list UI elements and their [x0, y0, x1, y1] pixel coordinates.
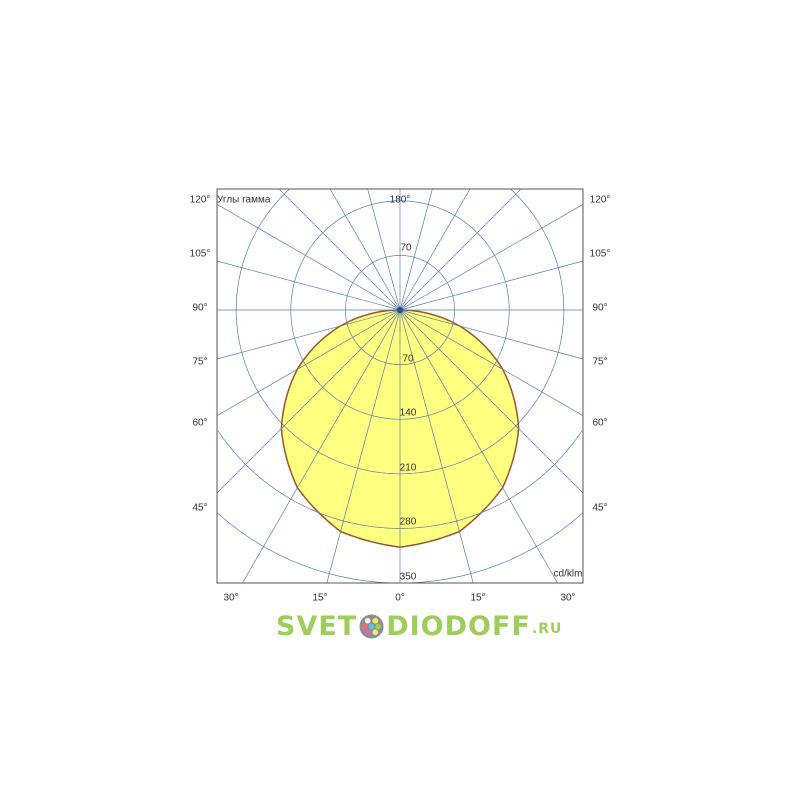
grid-spoke: [216, 309, 401, 494]
logo-dots-icon: [359, 613, 384, 639]
grid-spoke: [399, 309, 558, 584]
unit-label: cd/klm: [553, 568, 583, 580]
grid-spoke: [278, 188, 401, 311]
angle-label-left: 105°: [189, 248, 211, 260]
grid-spoke: [399, 188, 433, 311]
grid-ring: [217, 512, 583, 584]
watermark-suffix: .RU: [531, 621, 563, 637]
grid-spoke: [216, 260, 401, 311]
grid-spoke: [216, 309, 401, 360]
angle-label-right: 45°: [592, 502, 608, 514]
grid-spoke: [399, 260, 584, 311]
radial-tick-label: 140: [399, 407, 417, 419]
radial-tick-label: 70: [400, 242, 412, 254]
angle-label-bottom: 30°: [560, 592, 576, 604]
angle-label-left: 45°: [192, 502, 208, 514]
angle-label-left: 120°: [189, 194, 211, 206]
grid-spoke: [216, 203, 401, 311]
angle-label-right: 75°: [592, 356, 608, 368]
grid-spoke: [399, 203, 584, 311]
center-point: [397, 307, 403, 313]
angle-label-left: 90°: [192, 302, 208, 314]
grid-spoke: [242, 309, 401, 584]
grid-spoke: [326, 309, 401, 584]
grid-ring: [235, 188, 565, 475]
angle-label-left: 75°: [192, 356, 208, 368]
angle-label-bottom: 15°: [312, 592, 328, 604]
angle-label-bottom: 15°: [470, 592, 486, 604]
watermark-logo: SVET DIODOFF .RU: [276, 610, 563, 642]
grid-spoke: [399, 188, 522, 311]
angle-label-top: 180°: [389, 194, 411, 206]
radial-tick-label: 280: [399, 516, 417, 528]
radial-tick-label: 70: [402, 353, 414, 365]
watermark-left: SVET: [276, 610, 358, 642]
grid-spoke: [399, 309, 474, 584]
watermark-right: DIODOFF: [386, 610, 531, 642]
grid-spoke: [367, 188, 401, 311]
angle-label-right: 105°: [589, 248, 611, 260]
grid-spoke: [399, 309, 584, 360]
chart-title: Углы гамма: [217, 194, 271, 206]
angle-label-bottom: 30°: [223, 592, 239, 604]
angle-label-bottom: 0°: [395, 592, 405, 604]
grid-spoke: [216, 309, 401, 417]
angle-label-right: 60°: [592, 417, 608, 429]
grid-spoke: [399, 309, 584, 494]
chart-frame: [216, 188, 584, 584]
grid-spoke: [399, 188, 471, 311]
grid-spoke: [399, 309, 584, 417]
radial-tick-label: 210: [399, 462, 417, 474]
angle-label-right: 90°: [592, 302, 608, 314]
grid-spoke: [329, 188, 401, 311]
angle-label-right: 120°: [589, 194, 611, 206]
angle-label-left: 60°: [192, 417, 208, 429]
radial-tick-label: 350: [399, 571, 417, 583]
grid-ring: [217, 430, 583, 529]
